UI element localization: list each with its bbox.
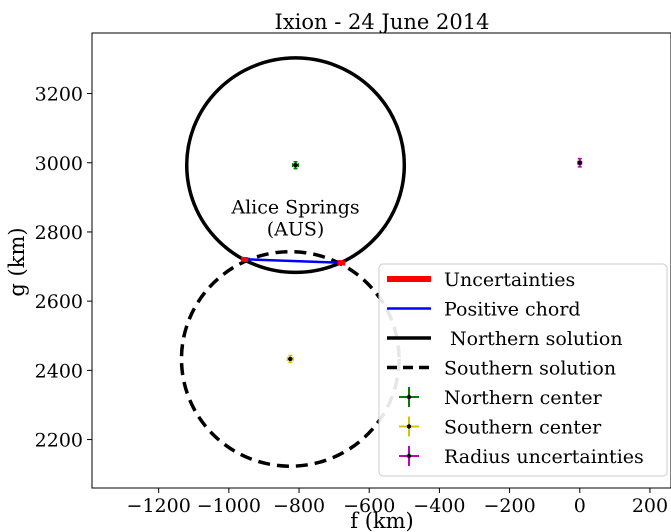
legend-entry: Northern center [399, 387, 603, 409]
point-marker [293, 162, 298, 168]
x-tick-label: 200 [632, 495, 668, 517]
legend-entry: Radius uncertainties [399, 446, 644, 468]
legend-entry: Southern center [399, 416, 602, 439]
chart-title: Ixion - 24 June 2014 [275, 10, 490, 34]
legend-swatch [406, 453, 412, 459]
y-tick-label: 2200 [35, 430, 83, 452]
northern-solution-circle [184, 56, 407, 275]
legend-label: Southern solution [444, 358, 616, 380]
y-tick-label: 3000 [35, 153, 83, 175]
axes-frame [91, 32, 671, 489]
legend-label: Radius uncertainties [444, 446, 644, 468]
x-tick-label: −800 [273, 495, 325, 517]
y-tick-label: 2400 [35, 360, 83, 382]
legend-entry: Northern solution [387, 328, 623, 350]
legend-entry: Uncertainties [387, 269, 575, 291]
x-axis-label: f (km) [350, 509, 413, 532]
x-tick-label: −400 [413, 495, 465, 517]
legend: Uncertainties Positive chord Northern sol… [378, 263, 668, 477]
positive-chord [246, 258, 342, 264]
y-tick-label: 2800 [35, 222, 83, 244]
y-tick-label: 2600 [35, 291, 83, 313]
legend-label: Northern solution [444, 328, 623, 350]
annotation-label: (AUS) [267, 219, 325, 241]
legend-label: Uncertainties [444, 269, 575, 291]
legend-label: Southern center [444, 417, 602, 439]
legend-swatch [406, 424, 412, 429]
legend-entry: Positive chord [387, 299, 581, 321]
x-tick-label: −600 [343, 495, 395, 517]
point-marker [288, 356, 293, 362]
x-tick-label: −1200 [127, 495, 191, 517]
southern-center-point [286, 354, 294, 364]
x-tick-label: −200 [483, 495, 535, 517]
annotation-label: Alice Springs [230, 197, 359, 219]
x-tick-label: 0 [574, 495, 586, 517]
legend-entry: Southern solution [387, 358, 616, 380]
legend-swatch [406, 394, 412, 400]
legend-label: Positive chord [444, 299, 581, 321]
legend-box [378, 263, 668, 477]
y-tick-label: 3200 [35, 84, 83, 106]
x-tick-label: −1000 [197, 495, 261, 517]
uncertainty-segment [337, 259, 346, 266]
northern-center-point [291, 160, 300, 170]
point-marker [577, 160, 582, 165]
legend-label: Northern center [444, 387, 603, 409]
y-axis-label: g (km) [5, 227, 29, 296]
radius-uncertainty-point [577, 157, 583, 168]
